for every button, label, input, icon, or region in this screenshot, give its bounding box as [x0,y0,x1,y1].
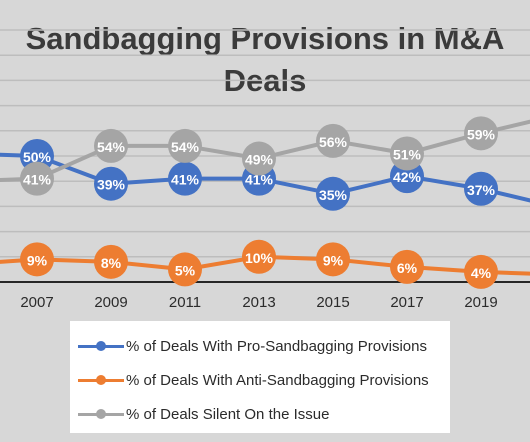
legend-item-0: % of Deals With Pro-Sandbagging Provisio… [70,329,450,363]
data-point-0-2 [94,166,128,201]
data-point-1-3 [168,252,202,287]
data-point-2-6 [390,136,424,171]
data-label-1-6: 6% [397,260,418,276]
legend-item-1: % of Deals With Anti-Sandbagging Provisi… [70,363,450,397]
data-point-2-4 [242,141,276,176]
data-point-0-7 [464,171,498,206]
data-label-0-6: 42% [393,169,422,185]
x-tick-label: 2007 [20,294,53,311]
data-point-2-1 [20,161,54,196]
legend-label: % of Deals Silent On the Issue [126,405,330,423]
data-label-0-5: 35% [319,187,348,203]
data-label-1-1: 9% [27,252,48,268]
data-label-2-3: 54% [171,139,200,155]
x-axis-tick-labels: 2007 2009 2011 2013 2015 2017 2019 [20,294,497,311]
x-tick-label: 2019 [464,294,497,311]
legend-swatch [78,373,124,387]
chart-legend: % of Deals With Pro-Sandbagging Provisio… [70,321,450,433]
data-point-2-5 [316,123,350,158]
data-label-1-3: 5% [175,262,196,278]
data-label-0-4: 41% [245,172,274,188]
series-markers: 50% 39% 41% 41% 35% 42% 37% 9% 8% 5% 10% 9% 6% 4% 41% 5… [20,116,498,289]
data-point-1-5 [316,242,350,277]
data-point-1-6 [390,249,424,284]
data-point-1-1 [20,242,54,277]
x-tick-label: 2017 [390,294,423,311]
data-label-2-6: 51% [393,146,422,162]
data-point-1-4 [242,239,276,274]
data-point-2-2 [94,128,128,163]
x-tick-label: 2009 [94,294,127,311]
data-point-1-2 [94,244,128,279]
data-point-1-7 [464,254,498,289]
data-label-1-7: 4% [471,265,492,281]
line-chart: 50% 39% 41% 41% 35% 42% 37% 9% 8% 5% 10% 9% 6% 4% 41% 5… [0,29,530,311]
x-tick-label: 2013 [242,294,275,311]
data-point-2-7 [464,116,498,151]
data-label-1-5: 9% [323,252,344,268]
legend-item-2: % of Deals Silent On the Issue [70,397,450,431]
data-label-1-4: 10% [245,250,274,266]
legend-swatch [78,339,124,353]
chart-title-line-1: Sandbagging Provisions in M&A [25,21,505,56]
x-tick-label: 2011 [169,294,201,311]
data-label-0-7: 37% [467,182,496,198]
data-label-0-1: 50% [23,149,52,165]
data-label-1-2: 8% [101,255,122,271]
data-label-2-2: 54% [97,139,126,155]
legend-swatch [78,407,124,421]
data-label-0-2: 39% [97,177,126,193]
legend-label: % of Deals With Anti-Sandbagging Provisi… [126,371,429,389]
data-point-0-5 [316,176,350,211]
legend-label: % of Deals With Pro-Sandbagging Provisio… [126,337,427,355]
x-tick-label: 2015 [316,294,349,311]
data-label-0-3: 41% [171,172,200,188]
data-label-2-4: 49% [245,152,274,168]
data-label-2-5: 56% [319,134,348,150]
data-label-2-1: 41% [23,172,52,188]
data-label-2-7: 59% [467,126,496,142]
data-point-0-3 [168,161,202,196]
data-point-2-3 [168,128,202,163]
